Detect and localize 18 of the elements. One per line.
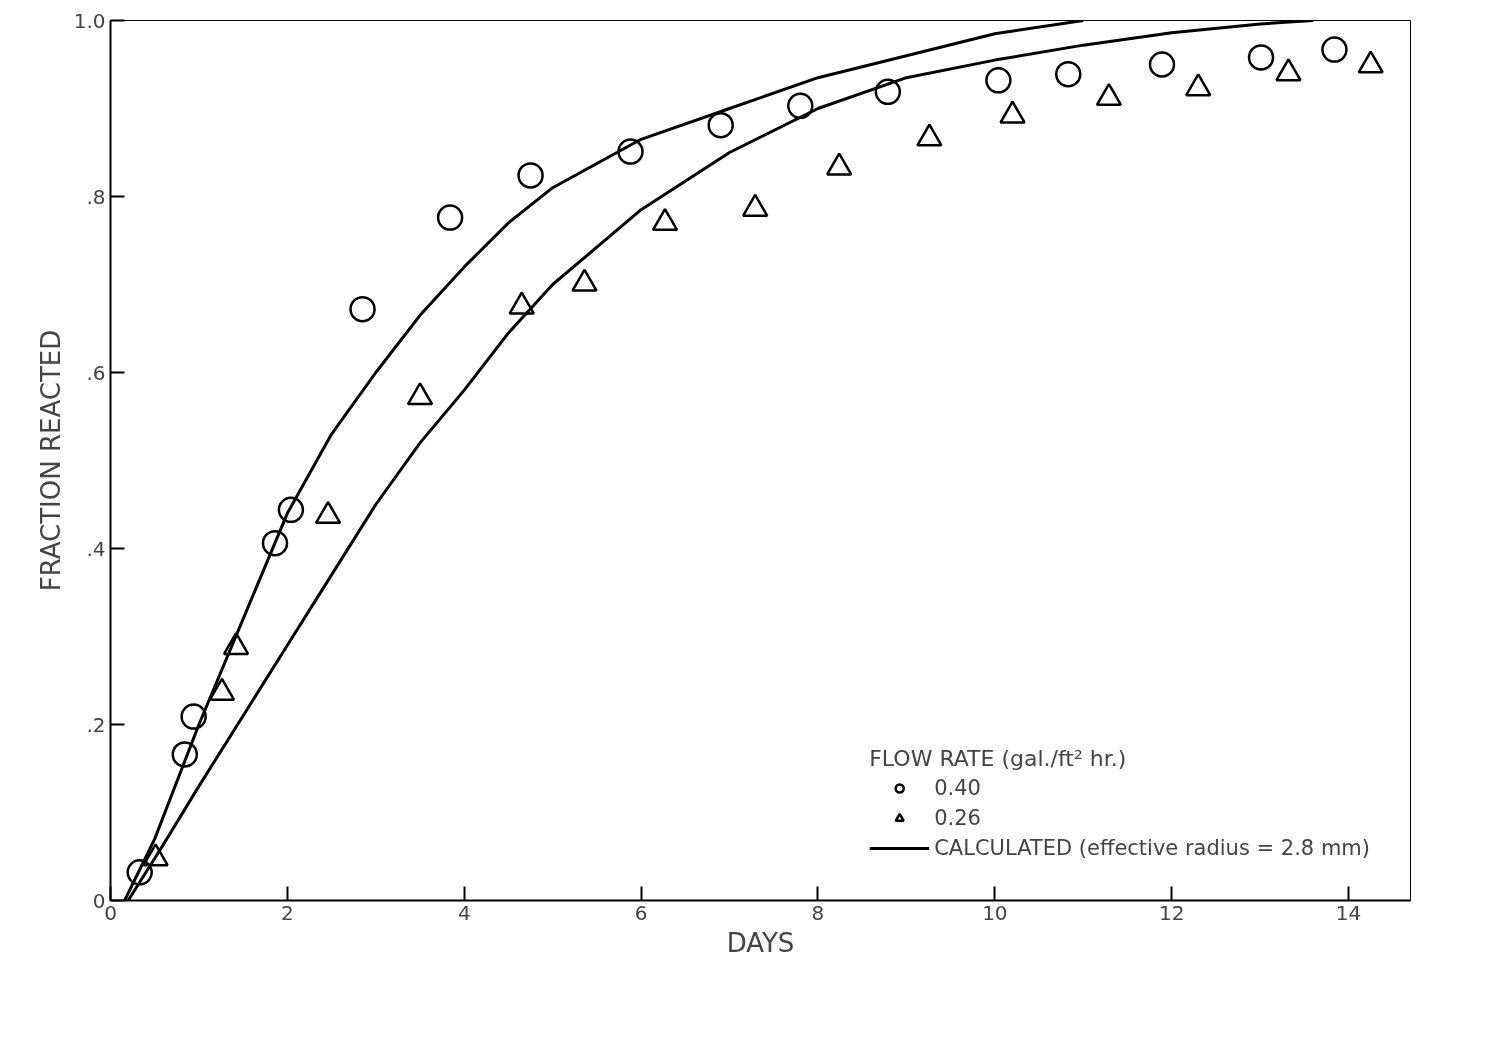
x-tick-label: 12 <box>1159 900 1185 925</box>
x-tick-label: 2 <box>281 900 294 925</box>
x-tick-label: 4 <box>457 900 471 925</box>
x-axis-title: DAYS <box>726 927 795 958</box>
x-tick-label: 8 <box>811 900 825 925</box>
legend-label: CALCULATED (effective radius = 2.8 mm) <box>934 836 1370 860</box>
y-tick-label: .2 <box>86 712 106 737</box>
y-tick-label: .8 <box>86 184 106 209</box>
x-tick-label: 6 <box>634 900 648 925</box>
x-tick-label: 14 <box>1335 900 1362 925</box>
legend-title: FLOW RATE (gal./ft² hr.) <box>869 746 1128 771</box>
y-tick-label: .6 <box>86 360 106 385</box>
legend-label: 0.40 <box>934 776 981 800</box>
y-tick-label: .4 <box>86 536 106 561</box>
legend-label: 0.26 <box>934 806 981 830</box>
y-tick-label: 1.0 <box>73 8 106 33</box>
x-tick-label: 10 <box>982 900 1008 925</box>
y-axis-title: FRACTION REACTED <box>35 329 66 592</box>
